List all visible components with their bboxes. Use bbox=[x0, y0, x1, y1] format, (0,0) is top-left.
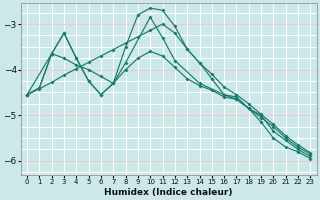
X-axis label: Humidex (Indice chaleur): Humidex (Indice chaleur) bbox=[104, 188, 233, 197]
